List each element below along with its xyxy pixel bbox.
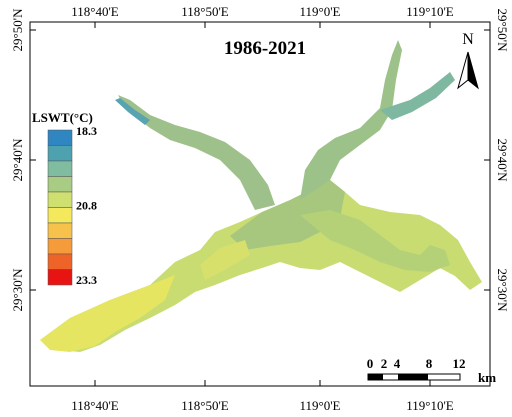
legend-swatch bbox=[47, 253, 73, 270]
legend-swatch bbox=[47, 269, 73, 286]
latitude-label: 29°50'N bbox=[10, 8, 25, 52]
legend-swatch bbox=[47, 129, 73, 146]
longitude-label: 118°50'E bbox=[181, 4, 229, 19]
longitude-label: 118°40'E bbox=[71, 398, 119, 413]
legend-swatch bbox=[47, 238, 73, 255]
legend-swatch bbox=[47, 222, 73, 239]
latitude-label: 29°40'N bbox=[495, 139, 510, 183]
north-arrow: N bbox=[457, 31, 479, 90]
coordinate-labels: 118°40'E 118°40'E 118°50'E 118°50'E 119°0'E 1… bbox=[10, 4, 510, 413]
scale-label: 2 bbox=[381, 356, 388, 371]
scale-label: 4 bbox=[394, 356, 401, 371]
latitude-label: 29°40'N bbox=[10, 138, 25, 182]
frame-ticks bbox=[30, 22, 490, 386]
legend-title: LSWT(°C) bbox=[32, 110, 93, 125]
longitude-label: 119°10'E bbox=[406, 4, 454, 19]
legend-label: 20.8 bbox=[76, 199, 97, 213]
legend-label: 23.3 bbox=[76, 273, 97, 287]
legend-swatch bbox=[47, 176, 73, 193]
legend-swatch bbox=[47, 207, 73, 224]
scale-label: 8 bbox=[426, 356, 433, 371]
longitude-label: 119°10'E bbox=[406, 398, 454, 413]
lake bbox=[40, 40, 482, 352]
scale-label: 0 bbox=[367, 356, 374, 371]
legend-swatch bbox=[47, 160, 73, 177]
north-label: N bbox=[462, 31, 474, 48]
map-title: 1986-2021 bbox=[224, 38, 306, 59]
latitude-label: 29°50'N bbox=[495, 9, 510, 53]
scale-label: 12 bbox=[453, 356, 466, 371]
legend-swatch bbox=[47, 145, 73, 162]
longitude-label: 118°50'E bbox=[181, 398, 229, 413]
longitude-label: 118°40'E bbox=[71, 4, 119, 19]
longitude-label: 119°0'E bbox=[300, 4, 341, 19]
scale-bar bbox=[367, 373, 461, 381]
latitude-label: 29°30'N bbox=[10, 268, 25, 312]
legend-swatch bbox=[47, 191, 73, 208]
legend-label: 18.3 bbox=[76, 124, 97, 138]
legend: 18.3 20.8 23.3 bbox=[47, 124, 97, 287]
scale-labels: 0 2 4 8 12 bbox=[367, 356, 466, 371]
scale-unit: km bbox=[478, 370, 496, 385]
longitude-label: 119°0'E bbox=[300, 398, 341, 413]
latitude-label: 29°30'N bbox=[495, 269, 510, 313]
